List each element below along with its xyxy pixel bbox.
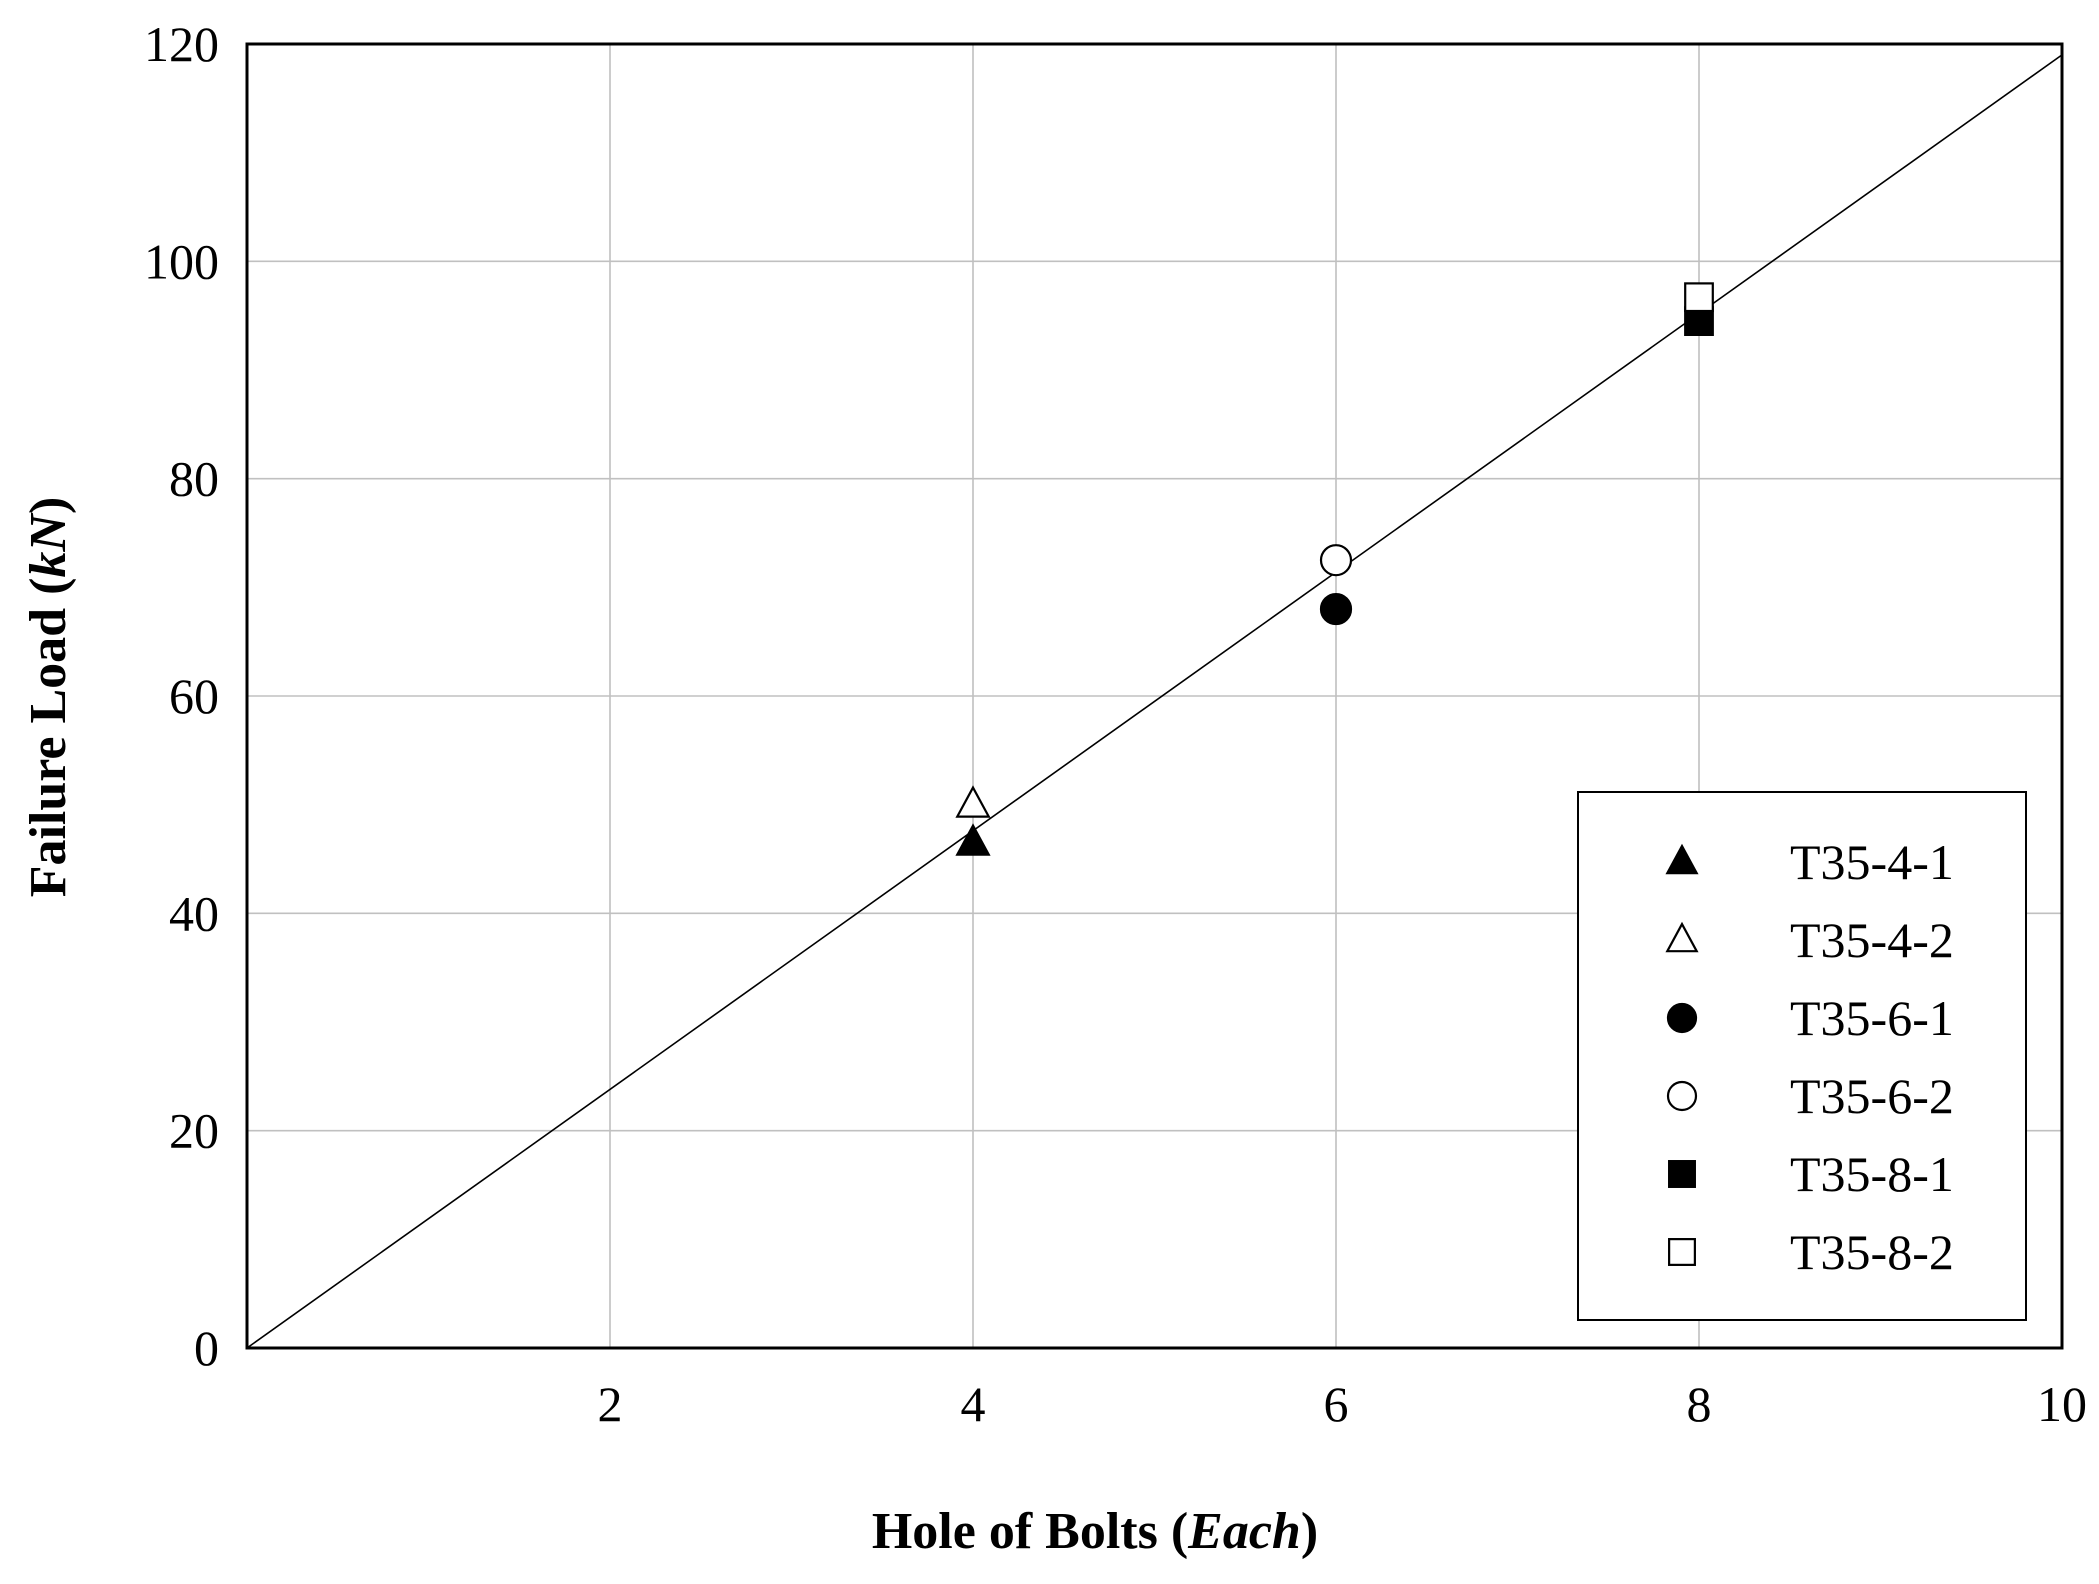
y-tick-label: 60 — [169, 668, 219, 724]
y-tick-label: 20 — [169, 1103, 219, 1159]
x-tick-label: 8 — [1687, 1376, 1712, 1432]
x-axis-title-unit: Each — [1187, 1503, 1301, 1560]
y-axis-title-main: Failure Load ( — [20, 578, 77, 898]
legend-marker-T35-4-2 — [1665, 921, 1699, 953]
legend-label: T35-8-2 — [1790, 1224, 1954, 1280]
legend-items: T35-4-1 T35-4-2 T35-6-1 T35-6-2 T35-8-1 T35-8… — [1665, 834, 1954, 1280]
x-tick-label: 2 — [598, 1376, 623, 1432]
legend-marker-T35-8-2 — [1668, 1238, 1696, 1266]
data-point-T35-8-2 — [1684, 282, 1714, 313]
y-axis-title-close: ) — [20, 497, 77, 514]
x-axis-title-main: Hole of Bolts ( — [872, 1503, 1188, 1560]
legend-label: T35-8-1 — [1790, 1146, 1954, 1202]
legend-label: T35-4-2 — [1790, 912, 1954, 968]
data-point-T35-6-1 — [1319, 592, 1353, 626]
y-tick-label: 0 — [194, 1320, 219, 1376]
y-tick-label: 100 — [144, 233, 219, 289]
y-tick-label: 80 — [169, 451, 219, 507]
grid — [247, 44, 2062, 1348]
legend-marker-T35-6-1 — [1666, 1002, 1698, 1034]
legend-label: T35-6-2 — [1790, 1068, 1954, 1124]
x-tick-label: 10 — [2037, 1376, 2087, 1432]
x-axis-title-close: ) — [1301, 1503, 1318, 1560]
legend-label: T35-6-1 — [1790, 990, 1954, 1046]
legend-marker-T35-4-1 — [1665, 843, 1699, 875]
x-ticks: 2 4 6 8 10 — [598, 1376, 2088, 1432]
y-tick-label: 40 — [169, 885, 219, 941]
legend-marker-T35-6-2 — [1666, 1080, 1698, 1112]
fit-line — [246, 54, 2063, 1349]
y-axis-title-unit: kN — [20, 512, 77, 578]
x-tick-label: 4 — [961, 1376, 986, 1432]
x-tick-label: 6 — [1324, 1376, 1349, 1432]
y-ticks: 0 20 40 60 80 100 120 — [144, 16, 219, 1376]
data-point-T35-4-1 — [955, 823, 991, 856]
y-axis-title: Failure Load (kN) — [20, 497, 77, 898]
y-tick-label: 120 — [144, 16, 219, 72]
legend-label: T35-4-1 — [1790, 834, 1954, 890]
data-point-T35-4-2 — [955, 785, 991, 818]
legend-box — [1577, 791, 2027, 1321]
legend: T35-4-1 T35-4-2 T35-6-1 T35-6-2 T35-8-1 T35-8… — [1577, 791, 2027, 1321]
data-point-T35-6-2 — [1319, 544, 1353, 577]
legend-marker-T35-8-1 — [1668, 1160, 1696, 1188]
plot-frame — [245, 42, 2064, 1350]
markers — [955, 282, 1714, 856]
x-axis-title: Hole of Bolts (Each) — [872, 1503, 1318, 1560]
